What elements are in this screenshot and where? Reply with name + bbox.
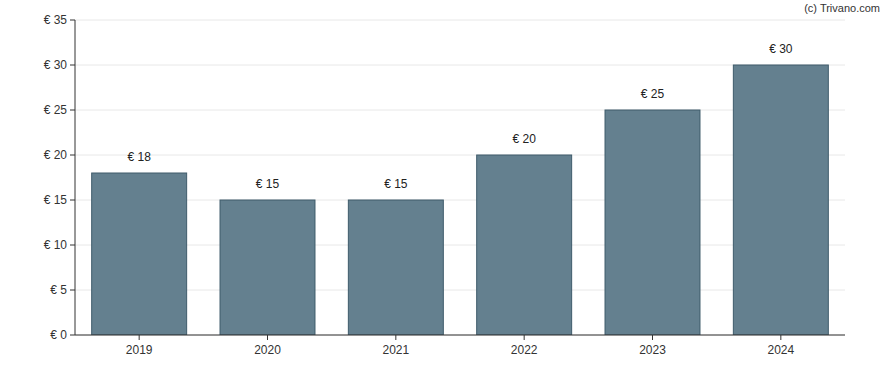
x-tick-label: 2023 bbox=[639, 343, 666, 357]
data-label: € 30 bbox=[769, 42, 793, 56]
bar bbox=[92, 173, 187, 335]
x-tick-label: 2021 bbox=[382, 343, 409, 357]
grid-line bbox=[75, 155, 845, 156]
bar bbox=[477, 155, 572, 335]
x-tick bbox=[652, 335, 653, 340]
data-label: € 20 bbox=[512, 132, 536, 146]
y-tick-label: € 25 bbox=[44, 103, 68, 117]
x-tick-label: 2020 bbox=[254, 343, 281, 357]
y-tick-label: € 5 bbox=[50, 283, 67, 297]
grid-line bbox=[75, 110, 845, 111]
x-axis bbox=[75, 335, 845, 336]
x-tick bbox=[524, 335, 525, 340]
bars bbox=[92, 65, 829, 335]
x-tick bbox=[267, 335, 268, 340]
y-tick bbox=[70, 20, 75, 21]
chart-svg: € 0 € 5 € 10 € 15 € 20 € 25 € 30 € 35 € 18 € 15 € … bbox=[0, 0, 888, 370]
grid-line bbox=[75, 200, 845, 201]
y-tick-label: € 0 bbox=[50, 328, 67, 342]
x-tick bbox=[139, 335, 140, 340]
data-label: € 15 bbox=[384, 177, 408, 191]
bar bbox=[605, 110, 700, 335]
y-tick bbox=[70, 245, 75, 246]
bar bbox=[348, 200, 443, 335]
grid-line bbox=[75, 290, 845, 291]
y-tick bbox=[70, 290, 75, 291]
chart-container: € 0 € 5 € 10 € 15 € 20 € 25 € 30 € 35 € 18 € 15 € … bbox=[0, 0, 888, 370]
y-tick bbox=[70, 200, 75, 201]
source: (c) Trivano.com bbox=[804, 2, 880, 14]
x-tick bbox=[395, 335, 396, 340]
data-label: € 15 bbox=[256, 177, 280, 191]
x-tick bbox=[780, 335, 781, 340]
bar bbox=[220, 200, 315, 335]
grid-line bbox=[75, 65, 845, 66]
y-tick bbox=[70, 110, 75, 111]
grid-line bbox=[75, 335, 845, 336]
y-tick bbox=[70, 65, 75, 66]
y-tick-label: € 30 bbox=[44, 58, 68, 72]
y-axis bbox=[75, 20, 76, 335]
y-tick-label: € 10 bbox=[44, 238, 68, 252]
grid-line bbox=[75, 245, 845, 246]
y-tick-label: € 35 bbox=[44, 13, 68, 27]
x-tick-label: 2019 bbox=[126, 343, 153, 357]
y-tick-label: € 15 bbox=[44, 193, 68, 207]
y-tick bbox=[70, 335, 75, 336]
data-label: € 18 bbox=[127, 150, 151, 164]
y-tick-label: € 20 bbox=[44, 148, 68, 162]
x-tick-label: 2024 bbox=[767, 343, 794, 357]
x-tick-label: 2022 bbox=[511, 343, 538, 357]
y-tick bbox=[70, 155, 75, 156]
data-label: € 25 bbox=[641, 87, 665, 101]
bar bbox=[733, 65, 828, 335]
grid-line bbox=[75, 20, 845, 21]
